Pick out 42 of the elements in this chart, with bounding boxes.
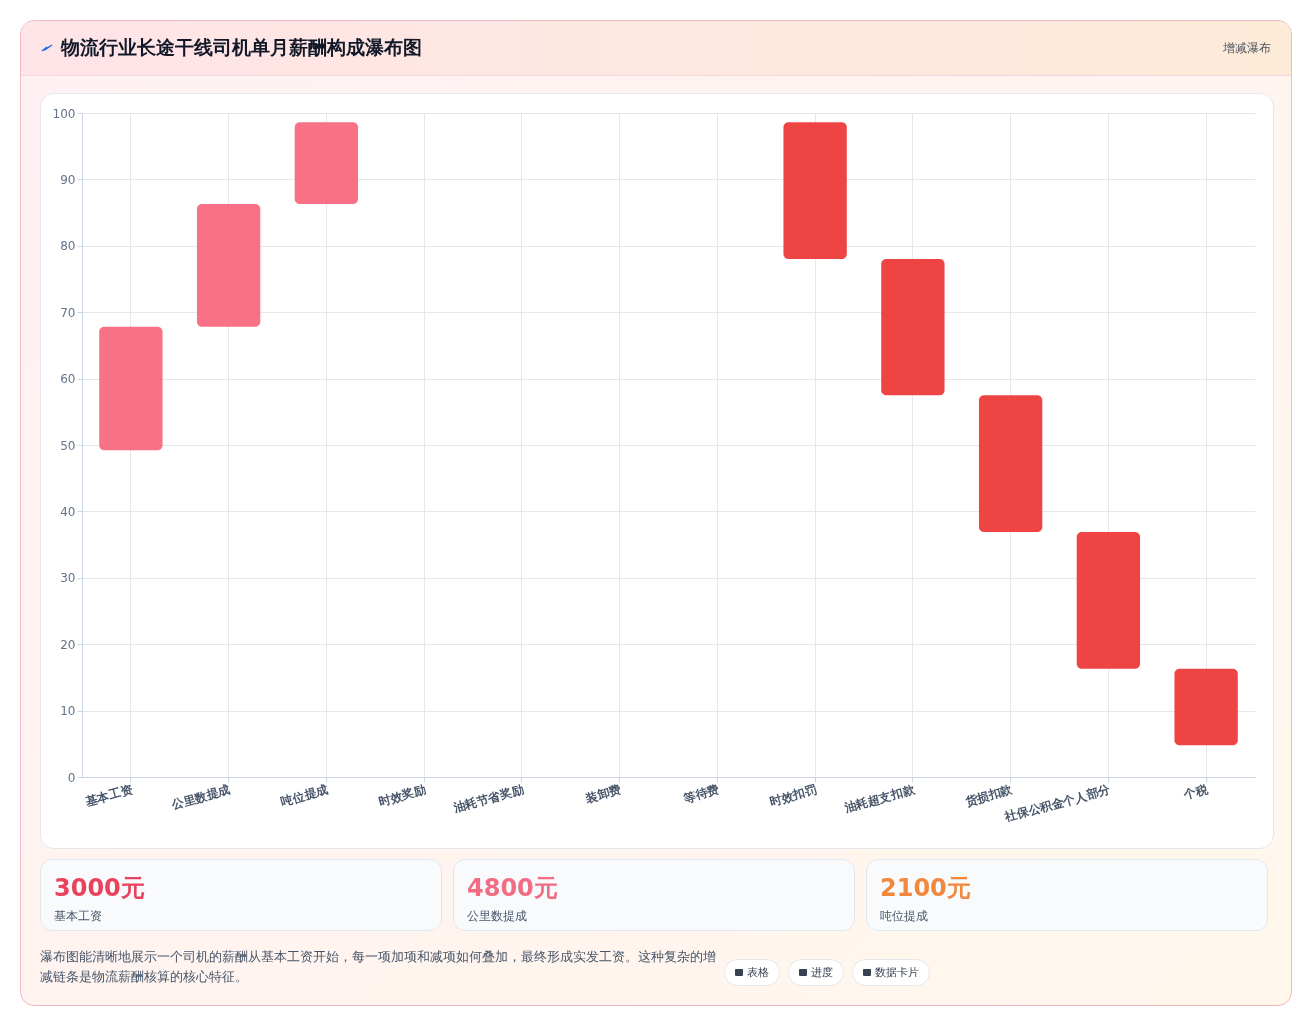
bar [1076, 531, 1141, 669]
bar [294, 122, 359, 204]
y-tick-label: 50 [60, 438, 76, 453]
x-tick-label: 基本工资 [83, 782, 134, 809]
y-tick-label: 40 [60, 504, 76, 519]
text: 基本工资 [54, 908, 103, 925]
y-tick-label: 80 [60, 239, 76, 254]
x-tick-label: 个税 [1181, 782, 1211, 803]
text: 进度 [811, 965, 833, 980]
bar [783, 122, 847, 260]
y-tick-label: 60 [60, 372, 76, 387]
text: 瀑布图能清晰地展示一个司机的薪酬从基本工资开始，每一项加项和减项如何叠加，最终形成实发工资。这种复杂的增减链条是物流薪酬核算的核心特征。 [40, 948, 717, 986]
x-tick-label: 货损扣款 [962, 782, 1015, 809]
chart-title: 物流行业长途干线司机单月薪酬构成瀑布图 [61, 35, 422, 60]
text: 数据卡片 [875, 965, 919, 980]
x-tick-label: 油耗超支扣款 [841, 782, 917, 815]
bar [1174, 668, 1238, 746]
bar [978, 395, 1043, 532]
bar [881, 259, 945, 396]
y-tick-label: 20 [60, 637, 76, 652]
y-tick-label: 100 [52, 106, 76, 121]
bar [99, 326, 163, 451]
x-tick-label: 公里数提成 [169, 782, 232, 812]
text: 公里数提成 [467, 908, 528, 925]
y-tick-label: 30 [60, 571, 76, 586]
text: 吨位提成 [880, 908, 929, 925]
x-tick-label: 时效奖励 [377, 782, 428, 809]
y-tick-label: 90 [60, 172, 76, 187]
y-tick-label: 0 [67, 770, 76, 785]
text: 4800元 [467, 873, 559, 904]
bar [196, 203, 261, 327]
x-tick-label: 油耗节省奖励 [450, 782, 525, 815]
text: 2100元 [880, 873, 972, 904]
text: 表格 [747, 965, 769, 980]
x-tick-label: 等待费 [681, 782, 721, 806]
text: 增减瀑布 [1223, 39, 1271, 57]
x-tick-label: 装卸费 [583, 782, 623, 806]
text: 3000元 [54, 873, 146, 904]
x-tick-label: 吨位提成 [279, 782, 330, 809]
y-tick-label: 10 [60, 704, 76, 719]
y-tick-label: 70 [60, 305, 76, 320]
x-tick-label: 时效扣罚 [768, 782, 819, 809]
